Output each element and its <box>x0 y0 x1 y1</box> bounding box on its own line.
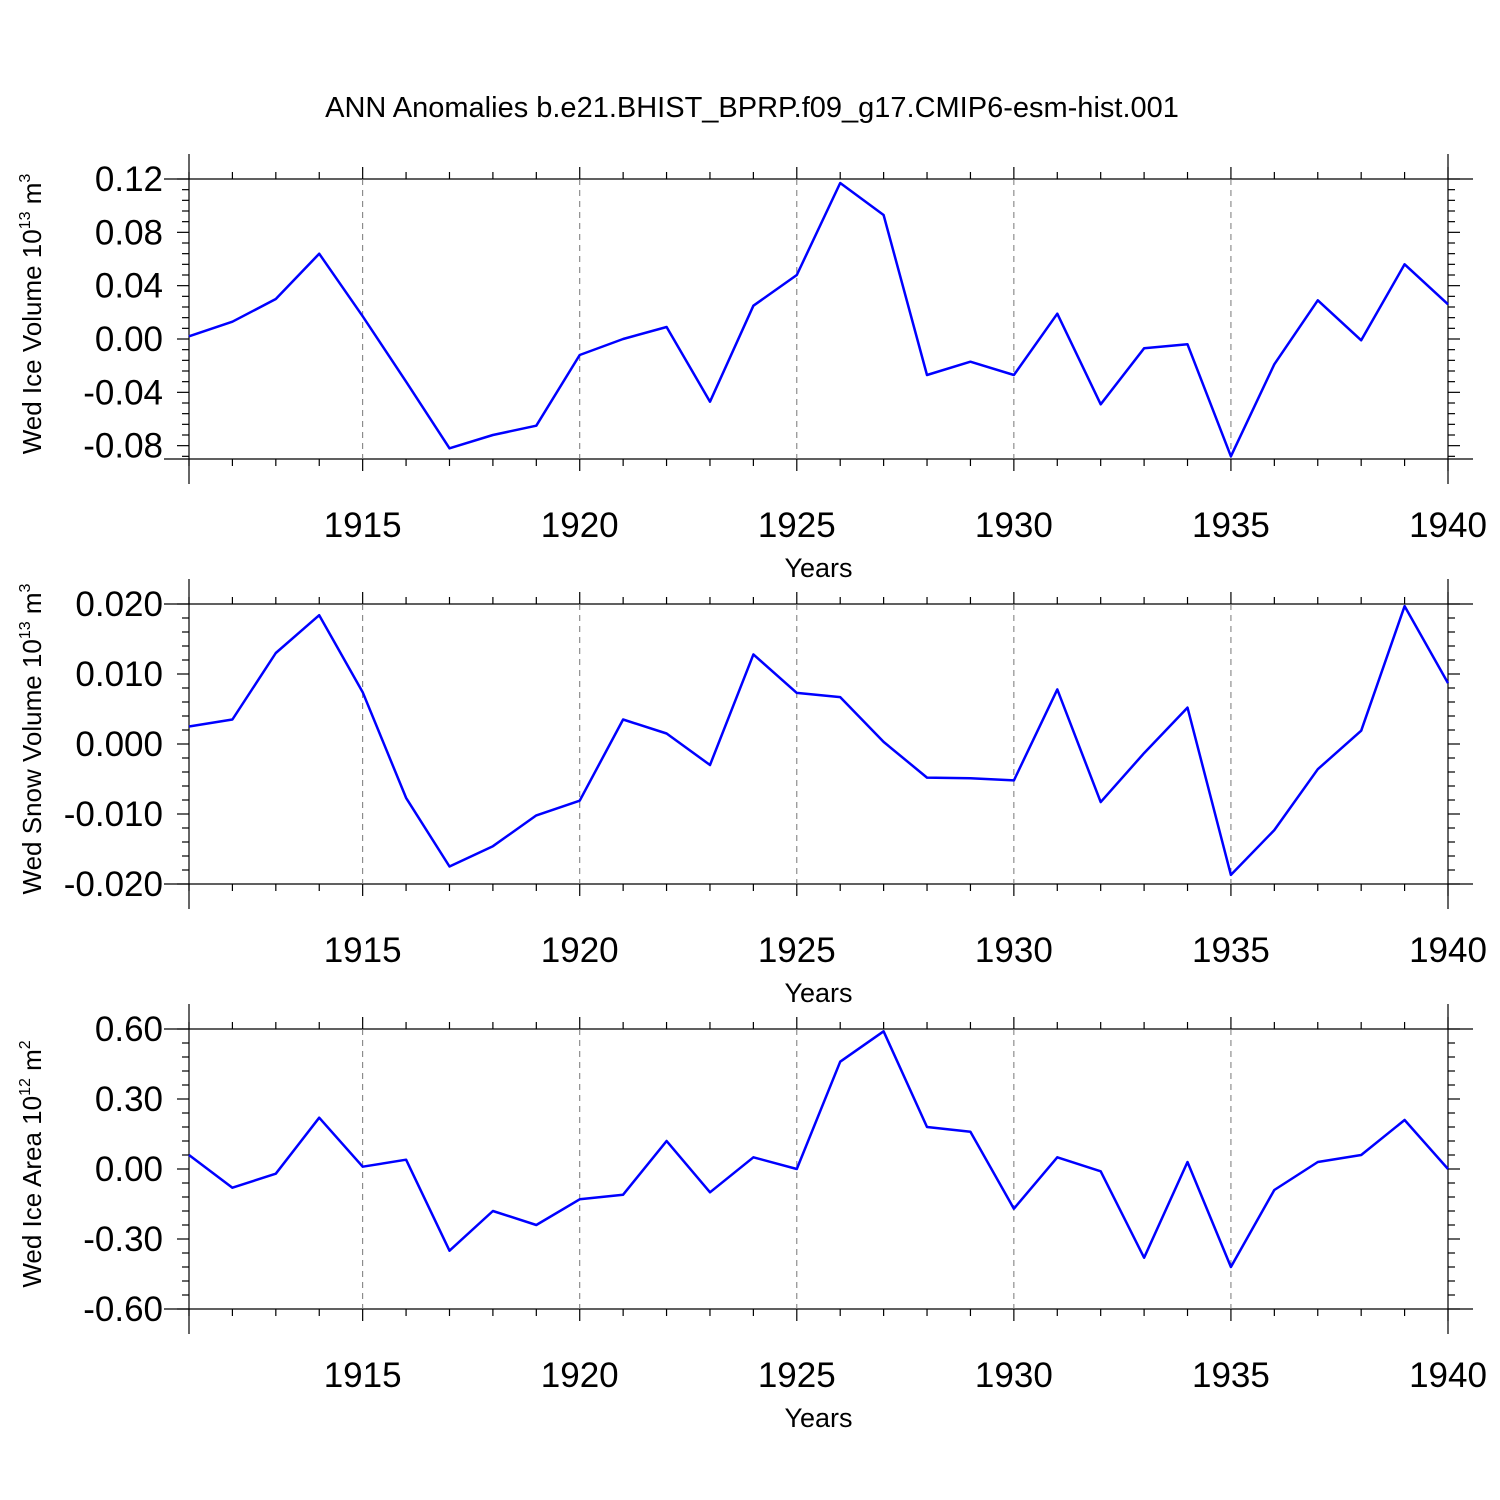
series-line <box>188 181 1449 458</box>
y-tick-label: 0.00 <box>95 320 163 359</box>
y-tick-label: -0.30 <box>83 1220 163 1259</box>
y-axis-label-unit: m <box>17 1049 47 1078</box>
y-tick-label: 0.12 <box>95 160 163 199</box>
figure-title: ANN Anomalies b.e21.BHIST_BPRP.f09_g17.C… <box>325 92 1179 124</box>
y-axis-label-exponent: 12 <box>17 1078 34 1096</box>
y-tick-label: -0.60 <box>83 1290 163 1329</box>
y-axis-label-unit-exponent: 3 <box>17 583 34 592</box>
chart-panel-3: -0.60 -0.30 0.00 0.30 0.60 1915 1920 1925 1930 19… <box>17 1004 1487 1433</box>
x-tick-label: 1915 <box>324 931 402 970</box>
x-tick-label: 1930 <box>975 506 1053 545</box>
x-tick-label: 1930 <box>975 1356 1053 1395</box>
x-axis-label: Years <box>784 978 852 1008</box>
x-tick-label: 1915 <box>324 506 402 545</box>
x-tick-label: 1925 <box>758 931 836 970</box>
y-tick-label: 0.010 <box>75 655 163 694</box>
y-tick-label: -0.08 <box>83 427 163 466</box>
x-axis-label: Years <box>784 1403 852 1433</box>
x-axis-label: Years <box>784 553 852 583</box>
y-axis-label-unit-exponent: 3 <box>17 174 34 183</box>
panels-group: -0.08 -0.04 0.00 0.04 0.08 0.12 1915 1920 1925 19… <box>17 154 1487 1433</box>
x-tick-label: 1920 <box>541 1356 619 1395</box>
x-tick-label: 1920 <box>541 931 619 970</box>
x-tick-label: 1915 <box>324 1356 402 1395</box>
chart-panel-2: -0.020 -0.010 0.000 0.010 0.020 1915 1920 1925 1… <box>17 579 1487 1008</box>
y-tick-label: 0.020 <box>75 585 163 624</box>
x-tick-label: 1920 <box>541 506 619 545</box>
x-tick-label: 1940 <box>1409 931 1487 970</box>
x-tick-label: 1940 <box>1409 506 1487 545</box>
y-axis-label-unit: m <box>17 183 47 212</box>
y-axis-label: Wed Snow Volume 1013 m3 <box>17 583 47 894</box>
y-axis-label-exponent: 13 <box>17 621 34 639</box>
y-tick-label: -0.020 <box>64 865 163 904</box>
y-axis-label-exponent: 13 <box>17 211 34 229</box>
x-tick-label: 1935 <box>1192 506 1270 545</box>
chart-panel-1: -0.08 -0.04 0.00 0.04 0.08 0.12 1915 1920 1925 19… <box>17 154 1487 583</box>
y-axis-label-unit: m <box>17 592 47 621</box>
y-axis-label-text: Wed Snow Volume 10 <box>17 639 47 894</box>
y-axis-label-text: Wed Ice Volume 10 <box>17 229 47 454</box>
y-tick-label: 0.30 <box>95 1080 163 1119</box>
y-tick-label: -0.04 <box>83 373 163 412</box>
x-tick-label: 1925 <box>758 1356 836 1395</box>
x-tick-label: 1930 <box>975 931 1053 970</box>
y-axis-label-unit-exponent: 2 <box>17 1040 34 1049</box>
series-line <box>188 1030 1449 1269</box>
y-tick-label: 0.000 <box>75 725 163 764</box>
series-line <box>188 604 1450 877</box>
y-tick-label: 0.60 <box>95 1010 163 1049</box>
y-tick-label: 0.00 <box>95 1150 163 1189</box>
x-tick-label: 1925 <box>758 506 836 545</box>
y-tick-label: 0.04 <box>95 267 163 306</box>
y-axis-label: Wed Ice Volume 1013 m3 <box>17 174 47 455</box>
y-axis-label-text: Wed Ice Area 10 <box>17 1096 47 1288</box>
x-tick-label: 1935 <box>1192 931 1270 970</box>
y-tick-label: 0.08 <box>95 213 163 252</box>
y-axis-label: Wed Ice Area 1012 m2 <box>17 1040 47 1287</box>
x-tick-label: 1935 <box>1192 1356 1270 1395</box>
x-tick-label: 1940 <box>1409 1356 1487 1395</box>
y-tick-label: -0.010 <box>64 795 163 834</box>
